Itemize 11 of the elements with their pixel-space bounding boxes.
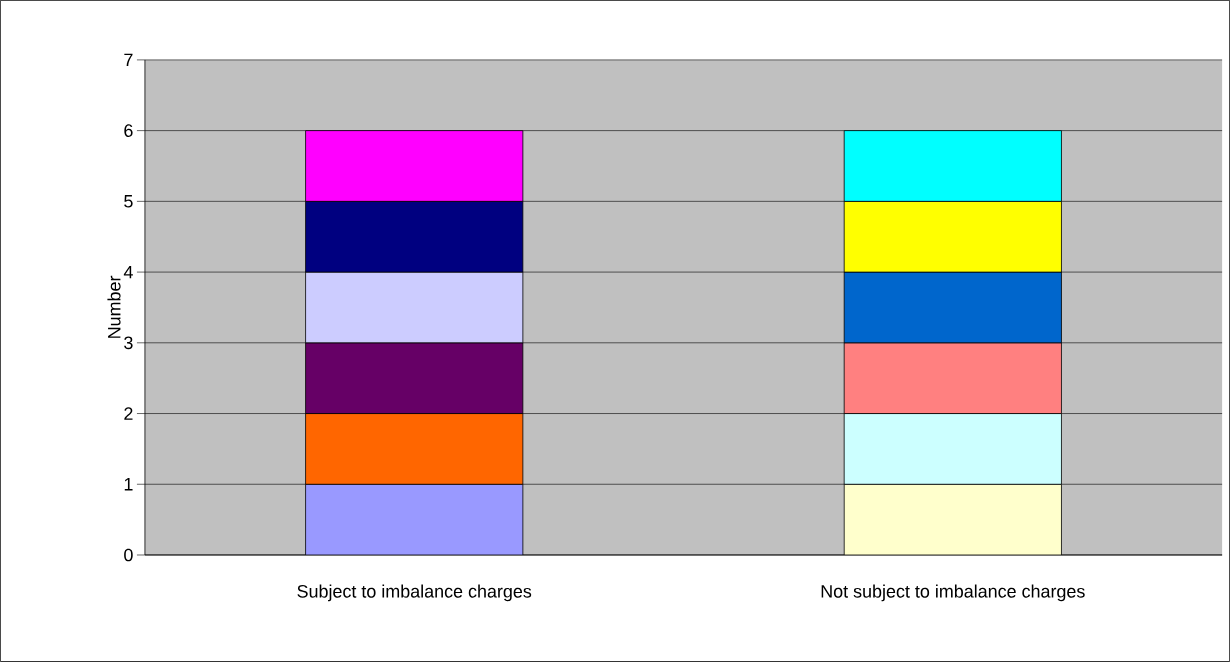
x-tick-label: Not subject to imbalance charges — [821, 584, 1085, 602]
y-tick-label: 7 — [124, 53, 133, 67]
y-tick-label: 1 — [124, 478, 133, 491]
y-tick-label: 3 — [124, 336, 133, 350]
y-tick-label: 5 — [124, 195, 133, 208]
x-tick-label: Subject to imbalance charges — [297, 584, 532, 602]
y-axis-title: Number — [107, 275, 121, 338]
y-tick-label: 0 — [124, 548, 133, 562]
y-tick-label: 6 — [124, 124, 133, 138]
y-tick-label: 2 — [124, 407, 133, 420]
y-tick-label: 4 — [123, 265, 133, 279]
